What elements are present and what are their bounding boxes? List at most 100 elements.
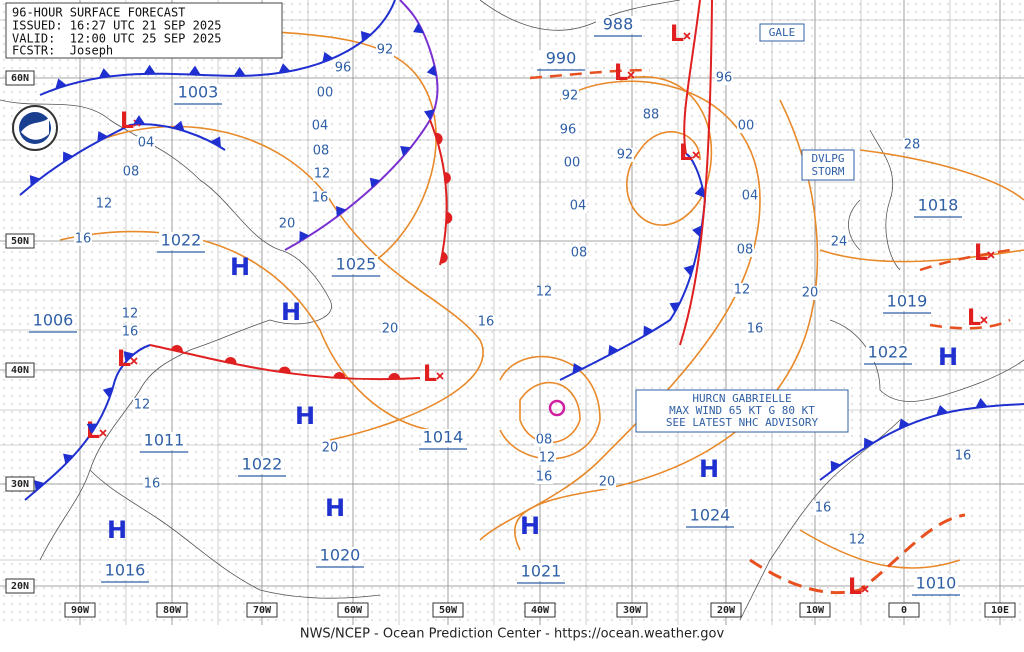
isobar-label: 08 xyxy=(571,246,588,261)
cold-front-symbol xyxy=(98,68,111,78)
isobar-label: 08 xyxy=(536,433,553,448)
isobar-label: 04 xyxy=(138,136,155,151)
pressure-value: 988 xyxy=(603,15,634,34)
header: 96-HOUR SURFACE FORECAST ISSUED: 16:27 U… xyxy=(5,2,283,59)
low-x xyxy=(627,71,635,79)
pressure-value: 1020 xyxy=(320,546,361,565)
isobar-label-bg xyxy=(715,71,733,85)
warm-front-symbol xyxy=(446,211,453,224)
low-center: L xyxy=(670,22,684,47)
pressure-value-bg xyxy=(103,562,147,580)
cold-front-symbol xyxy=(426,64,437,77)
isobar-label-bg xyxy=(321,441,339,455)
high-center: H xyxy=(325,494,345,522)
isobar-label: 00 xyxy=(738,119,755,134)
isobar-label-bg xyxy=(563,156,581,170)
text-boxes: GALE DVLPG STORM HURCN GABRIELLE MAX WIN… xyxy=(635,23,855,433)
isobar-label: 12 xyxy=(314,167,331,182)
isobar-label-bg xyxy=(814,501,832,515)
lon-label-box xyxy=(432,602,464,618)
hurricane-box: HURCN GABRIELLE xyxy=(692,392,791,405)
cold-front-symbol xyxy=(322,51,334,63)
isobar-label: 20 xyxy=(322,441,339,456)
isobar-label-bg xyxy=(559,123,577,137)
lon-label: 80W xyxy=(163,605,182,616)
high-center: H xyxy=(938,343,958,371)
isobar-label: 16 xyxy=(955,449,972,464)
low-center: L xyxy=(679,141,693,166)
cold-front-symbol xyxy=(413,22,424,34)
isobar-label-bg xyxy=(954,449,972,463)
isobar-label-bg xyxy=(334,61,352,75)
lon-label-box xyxy=(888,602,920,618)
isobar-label: 00 xyxy=(564,156,581,171)
isobar-label-bg xyxy=(733,283,751,297)
low-center: L xyxy=(117,347,131,372)
isobar-label-bg xyxy=(143,477,161,491)
gale-box: GALE xyxy=(769,26,796,39)
isobar-label-bg xyxy=(312,144,330,158)
header-line: FCSTR: Joseph xyxy=(12,44,113,58)
isobar-label-bg xyxy=(376,43,394,57)
labels: 60N 50N 40N 30N 20N 90W 80W 70W 60W 50W 40W 30W 20W 1… xyxy=(5,15,1016,618)
lon-label-box xyxy=(616,602,648,618)
isobar-label: 16 xyxy=(815,501,832,516)
lon-label: 10W xyxy=(806,605,825,616)
isobar-label-bg xyxy=(561,89,579,103)
isobar-label: 08 xyxy=(123,165,140,180)
cold-front-symbol xyxy=(233,66,246,76)
isobar-label-bg xyxy=(535,470,553,484)
isobar-label-bg xyxy=(737,119,755,133)
isobar-label: 12 xyxy=(96,197,113,212)
header-line: ISSUED: 16:27 UTC 21 SEP 2025 xyxy=(12,19,222,33)
storm-box: DVLPG xyxy=(811,152,844,165)
pressure-value-bg xyxy=(159,232,203,250)
cold-front-symbol xyxy=(830,460,841,472)
high-center: H xyxy=(699,455,719,483)
cold-front-symbol xyxy=(210,136,221,148)
pressure-value: 1018 xyxy=(918,196,959,215)
low-x xyxy=(130,357,138,365)
high-center: H xyxy=(295,402,315,430)
isobar-label: 16 xyxy=(312,191,329,206)
lon-label-box xyxy=(337,602,369,618)
pressure-value-bg xyxy=(421,429,465,447)
lon-label-box xyxy=(799,602,831,618)
isobar-label: 12 xyxy=(539,451,556,466)
low-center: L xyxy=(423,362,437,387)
pressure-value-bg xyxy=(142,432,186,450)
lat-label-box xyxy=(5,476,35,492)
isobar-label: 16 xyxy=(478,315,495,330)
storm-box: STORM xyxy=(811,165,844,178)
isobar-label: 96 xyxy=(716,71,733,86)
warm-front-symbol xyxy=(440,251,448,264)
low-center: L xyxy=(974,241,988,266)
lon-label-box xyxy=(710,602,742,618)
isobar-label: 92 xyxy=(617,148,634,163)
isobar-label-bg xyxy=(535,285,553,299)
lat-label: 30N xyxy=(11,479,29,490)
cold-front-symbol xyxy=(86,423,98,434)
isobar-label-bg xyxy=(311,119,329,133)
cold-front-symbol xyxy=(336,206,347,217)
isobar-label-bg xyxy=(746,322,764,336)
cold-front-symbol xyxy=(608,344,619,356)
pressure-value-bg xyxy=(519,563,563,581)
coastlines xyxy=(0,0,1024,621)
isobar-label: 12 xyxy=(134,398,151,413)
warm-front-symbol xyxy=(434,132,443,145)
isobar-label-bg xyxy=(570,246,588,260)
cold-front-symbol xyxy=(692,225,702,238)
isobar-label: 96 xyxy=(335,61,352,76)
isobar-label-bg xyxy=(741,189,759,203)
lon-label: 10E xyxy=(991,605,1009,616)
isobar-label-bg xyxy=(121,307,139,321)
lon-label: 60W xyxy=(344,605,363,616)
pressure-value: 1014 xyxy=(423,428,464,447)
isobar-label-bg xyxy=(569,199,587,213)
lon-label-box xyxy=(246,602,278,618)
isobar-label-bg xyxy=(538,451,556,465)
high-center: H xyxy=(281,298,301,326)
pressure-value: 1022 xyxy=(161,231,202,250)
